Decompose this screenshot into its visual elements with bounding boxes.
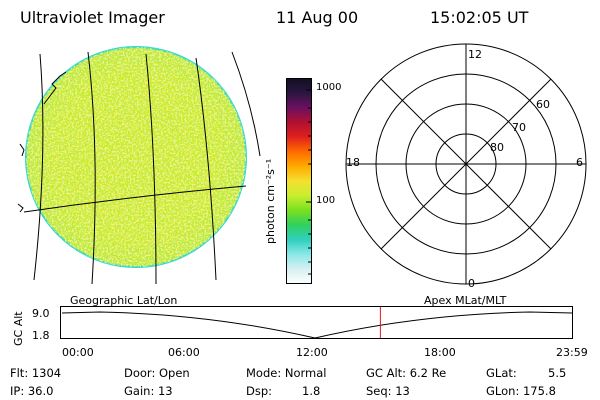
info-seq: Seq: 13: [366, 384, 410, 398]
alt-ytick-1.8: 1.8: [32, 329, 50, 342]
altitude-plot: [60, 306, 573, 339]
info-flt: Flt: 1304: [10, 366, 62, 380]
info-glat-value: 5.5: [548, 366, 567, 380]
info-gc-alt: GC Alt: 6.2 Re: [366, 366, 447, 380]
info-gain: Gain: 13: [124, 384, 173, 398]
mlt-label-6: 6: [576, 156, 583, 169]
header-date: 11 Aug 00: [276, 8, 359, 27]
left-panel-caption: Geographic Lat/Lon: [70, 294, 178, 307]
info-ip: IP: 36.0: [10, 384, 54, 398]
alt-xtick-0000: 00:00: [62, 346, 94, 359]
header-time: 15:02:05 UT: [430, 8, 529, 27]
colorbar-tick-1000: 1000: [316, 82, 342, 93]
alt-ytick-9: 9.0: [32, 307, 50, 320]
alt-xtick-1800: 18:00: [424, 346, 456, 359]
geographic-image-panel: [17, 46, 261, 284]
info-dsp-label: Dsp:: [246, 384, 273, 398]
info-glon: GLon: 175.8: [486, 384, 556, 398]
info-door: Door: Open: [124, 366, 190, 380]
alt-xtick-1200: 12:00: [296, 346, 328, 359]
mlt-label-0: 0: [468, 277, 475, 290]
mlat-label-80: 80: [490, 141, 504, 154]
colorbar-unit-label: photon cm⁻²s⁻¹: [264, 158, 277, 244]
mlat-label-70: 70: [512, 121, 526, 134]
info-dsp-value: 1.8: [302, 384, 321, 398]
colorbar: [286, 78, 312, 284]
altitude-curve: [61, 311, 573, 339]
instrument-title: Ultraviolet Imager: [20, 8, 165, 27]
mlt-label-12: 12: [468, 48, 482, 61]
mlt-label-18: 18: [346, 156, 360, 169]
coastline-fragments: [17, 71, 67, 213]
colorbar-tick-100: 100: [316, 195, 336, 206]
mlat-label-60: 60: [536, 98, 550, 111]
alt-xtick-0600: 06:00: [168, 346, 200, 359]
alt-xtick-2359: 23:59: [556, 346, 588, 359]
info-mode: Mode: Normal: [246, 366, 327, 380]
mlat-mlt-polar-grid: [345, 43, 587, 285]
alt-axis-label: GC Alt: [12, 311, 25, 346]
info-glat-label: GLat:: [486, 366, 517, 380]
lat-lon-grid: [23, 51, 261, 284]
right-panel-caption: Apex MLat/MLT: [424, 294, 507, 307]
